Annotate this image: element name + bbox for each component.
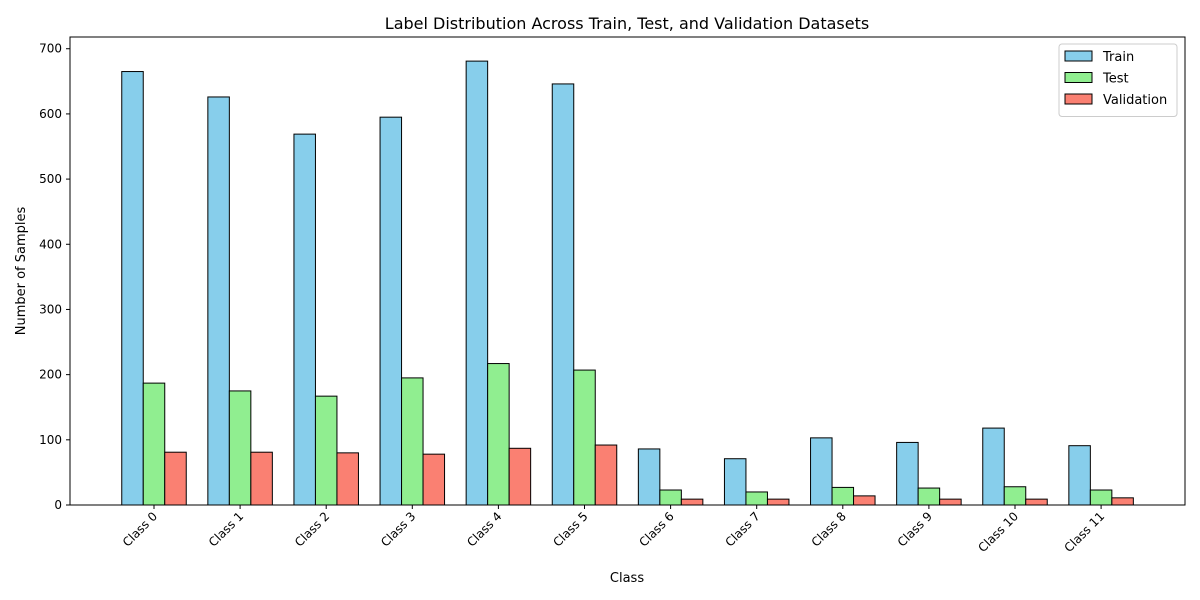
bar-train xyxy=(379,116,403,506)
bar-train xyxy=(465,60,489,506)
y-tick-label: 500 xyxy=(39,172,62,186)
bar-train xyxy=(293,133,316,506)
x-tick-label: Class 1 xyxy=(206,509,246,549)
chart-title: Label Distribution Across Train, Test, a… xyxy=(385,14,869,33)
bar-train xyxy=(1068,445,1091,506)
bar-test xyxy=(228,390,252,506)
bar-train xyxy=(982,427,1005,506)
y-tick-label: 600 xyxy=(39,107,62,121)
bar-test xyxy=(487,363,510,506)
y-tick-label: 700 xyxy=(39,42,62,56)
x-tick-label: Class 6 xyxy=(636,509,676,549)
y-tick-label: 0 xyxy=(54,498,62,512)
bar-validation xyxy=(1025,498,1048,506)
x-tick-label: Class 4 xyxy=(464,509,504,549)
legend-swatch-train xyxy=(1064,50,1093,62)
x-tick-label: Class 3 xyxy=(378,509,418,549)
bar-test xyxy=(1089,489,1113,506)
bar-validation xyxy=(1111,497,1134,506)
bar-validation xyxy=(164,451,187,506)
plot-frame xyxy=(69,36,1186,506)
y-tick-label: 300 xyxy=(39,302,62,316)
bar-test xyxy=(401,377,424,506)
bar-validation xyxy=(680,498,704,506)
bar-test xyxy=(745,491,768,506)
bar-train xyxy=(896,441,919,506)
bar-train xyxy=(723,458,747,506)
bar-test xyxy=(573,369,596,506)
bar-train xyxy=(551,83,575,506)
bar-test xyxy=(831,486,855,506)
x-tick-label: Class 7 xyxy=(722,509,762,549)
bar-test xyxy=(142,382,166,506)
x-tick-label: Class 2 xyxy=(292,509,332,549)
bar-validation xyxy=(766,498,790,506)
x-tick-label: Class 9 xyxy=(895,509,935,549)
bar-test xyxy=(314,395,338,506)
legend-label-test: Test xyxy=(1102,72,1129,87)
bar-validation xyxy=(853,495,876,506)
legend-label-train: Train xyxy=(1102,50,1134,65)
bar-validation xyxy=(422,453,446,506)
bar-validation xyxy=(939,498,962,506)
x-tick-label: Class 8 xyxy=(809,509,849,549)
x-tick-label: Class 0 xyxy=(120,509,160,549)
bar-train xyxy=(810,437,833,506)
bar-test xyxy=(1003,486,1027,506)
x-tick-label: Class 5 xyxy=(550,509,590,549)
y-tick-label: 200 xyxy=(39,368,62,382)
y-axis-label: Number of Samples xyxy=(14,207,29,336)
x-tick-label: Class 10 xyxy=(975,509,1021,555)
y-tick-label: 400 xyxy=(39,237,62,251)
legend-label-validation: Validation xyxy=(1103,93,1167,108)
legend-swatch-validation xyxy=(1064,93,1093,105)
bar-test xyxy=(917,487,941,506)
bar-train xyxy=(207,96,230,506)
y-tick-label: 100 xyxy=(39,433,62,447)
plot-area: 0 100 200 300 400 500 600 700 Class 0 Class 1 Clas… xyxy=(39,42,1134,555)
legend-swatch-test xyxy=(1064,72,1093,83)
bar-train xyxy=(637,448,661,506)
bar-validation xyxy=(594,444,618,506)
bar-train xyxy=(121,71,144,506)
bar-validation xyxy=(336,452,359,506)
bar-test xyxy=(659,489,682,506)
bar-validation xyxy=(250,451,273,506)
bar-validation xyxy=(508,447,532,506)
x-tick-label: Class 11 xyxy=(1062,509,1108,555)
x-axis-label: Class xyxy=(610,571,644,586)
legend: Train Test Validation xyxy=(1058,43,1178,117)
